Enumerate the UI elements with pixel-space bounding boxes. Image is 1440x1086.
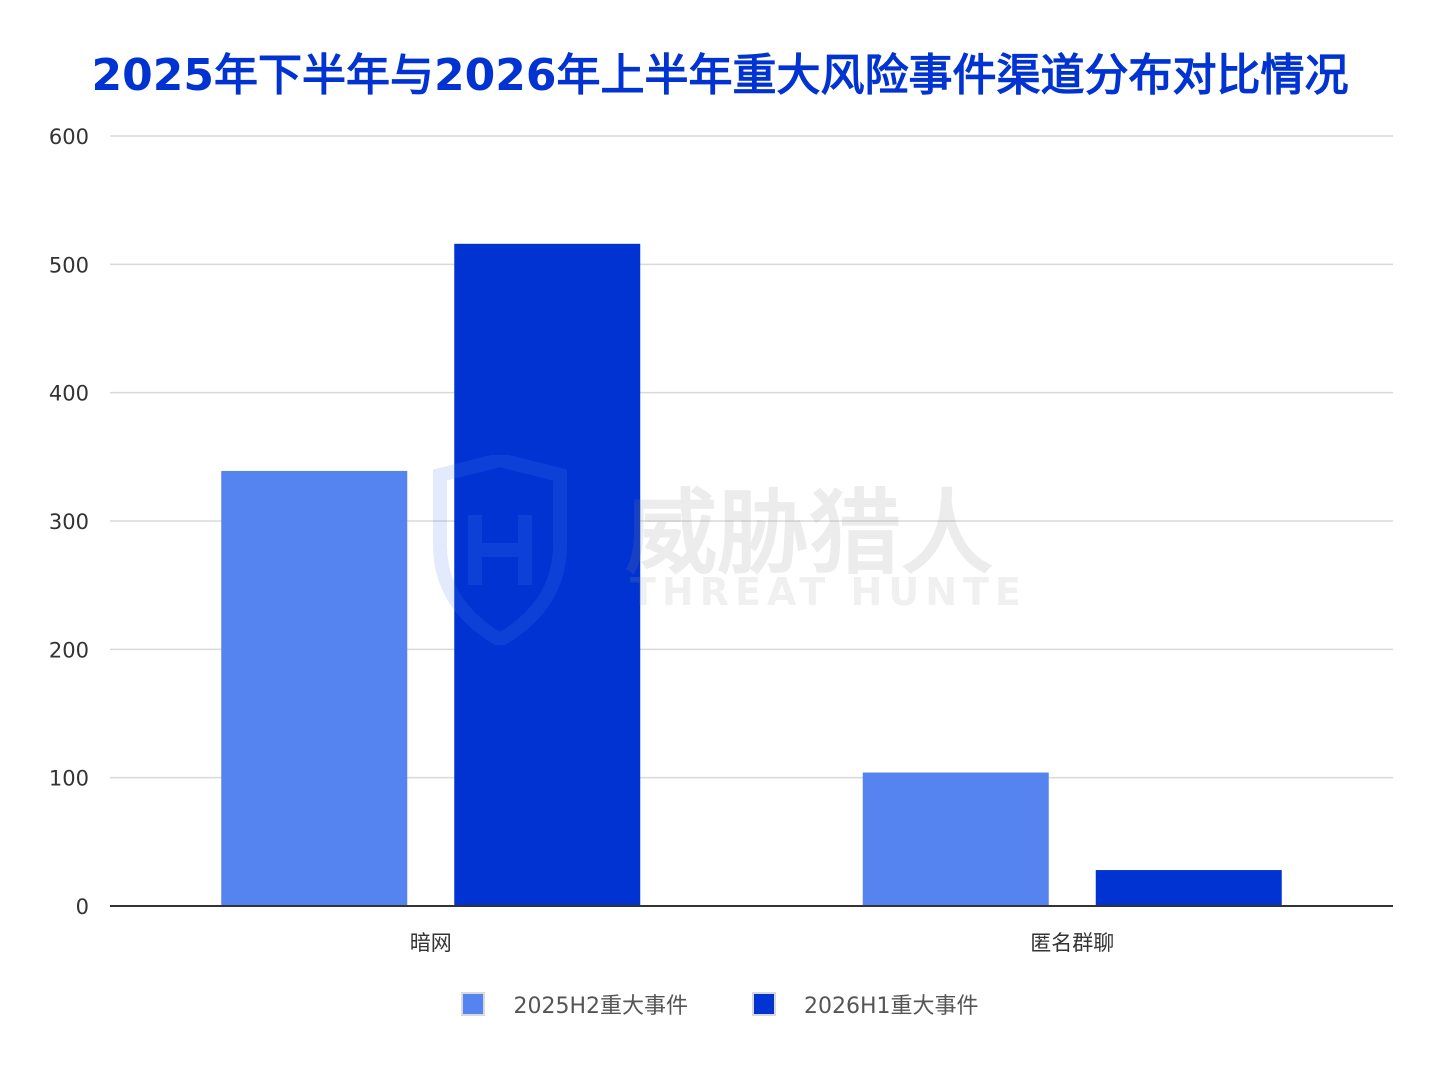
legend-item: 2026H1重大事件	[752, 988, 979, 1020]
y-tick-label: 400	[49, 382, 89, 406]
y-tick-label: 100	[49, 767, 89, 791]
x-axis-categories: 暗网 匿名群聊	[410, 931, 1115, 955]
y-tick-label: 600	[49, 125, 89, 149]
legend: 2025H2重大事件 2026H1重大事件	[0, 988, 1440, 1020]
bar-1-1	[1095, 870, 1282, 906]
y-tick-label: 500	[49, 253, 89, 277]
y-tick-label: 300	[49, 510, 89, 534]
x-category-label: 暗网	[410, 931, 452, 955]
legend-label: 2025H2重大事件	[513, 994, 688, 1019]
y-tick-label: 200	[49, 638, 89, 662]
chart-title: 2025年下半年与2026年上半年重大风险事件渠道分布对比情况	[91, 50, 1349, 101]
x-category-label: 匿名群聊	[1030, 931, 1114, 955]
legend-label: 2026H1重大事件	[804, 994, 979, 1019]
bar-0-1	[454, 243, 641, 907]
y-axis-ticks: 0 100 200 300 400 500 600	[49, 125, 89, 919]
legend-item: 2025H2重大事件	[461, 988, 688, 1020]
bar-1-0	[862, 772, 1049, 906]
y-tick-label: 0	[76, 895, 89, 919]
legend-swatch	[461, 992, 486, 1016]
legend-swatch	[752, 992, 776, 1016]
bars	[221, 243, 1282, 907]
bar-0-0	[221, 470, 408, 906]
